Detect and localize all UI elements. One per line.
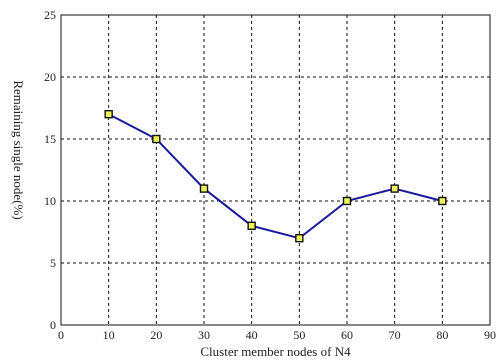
x-tick-label: 30 [198, 328, 210, 342]
y-tick-label: 0 [50, 318, 56, 332]
x-axis-label: Cluster member nodes of N4 [200, 344, 351, 359]
x-tick-label: 0 [58, 328, 64, 342]
data-point [344, 198, 351, 205]
data-point [391, 185, 398, 192]
y-tick-label: 10 [44, 194, 56, 208]
y-tick-label: 25 [44, 8, 56, 22]
grid [61, 15, 490, 325]
x-tick-label: 80 [436, 328, 448, 342]
series-line [109, 114, 443, 238]
x-tick-label: 50 [293, 328, 305, 342]
y-tick-label: 15 [44, 132, 56, 146]
y-axis-label: Remaining single node(%) [11, 80, 26, 219]
x-tick-label: 90 [484, 328, 496, 342]
data-point [105, 111, 112, 118]
x-axis: 0 10 20 30 40 50 60 70 80 90 [58, 328, 496, 342]
x-tick-label: 40 [246, 328, 258, 342]
data-point [248, 222, 255, 229]
data-point [153, 136, 160, 143]
data-point [201, 185, 208, 192]
x-tick-label: 10 [103, 328, 115, 342]
y-axis: 0 5 10 15 20 25 [44, 8, 56, 332]
data-point [439, 198, 446, 205]
data-point [296, 235, 303, 242]
x-tick-label: 20 [150, 328, 162, 342]
plot-frame [61, 15, 490, 325]
y-tick-label: 20 [44, 70, 56, 84]
x-tick-label: 70 [389, 328, 401, 342]
x-tick-label: 60 [341, 328, 353, 342]
y-tick-label: 5 [50, 256, 56, 270]
